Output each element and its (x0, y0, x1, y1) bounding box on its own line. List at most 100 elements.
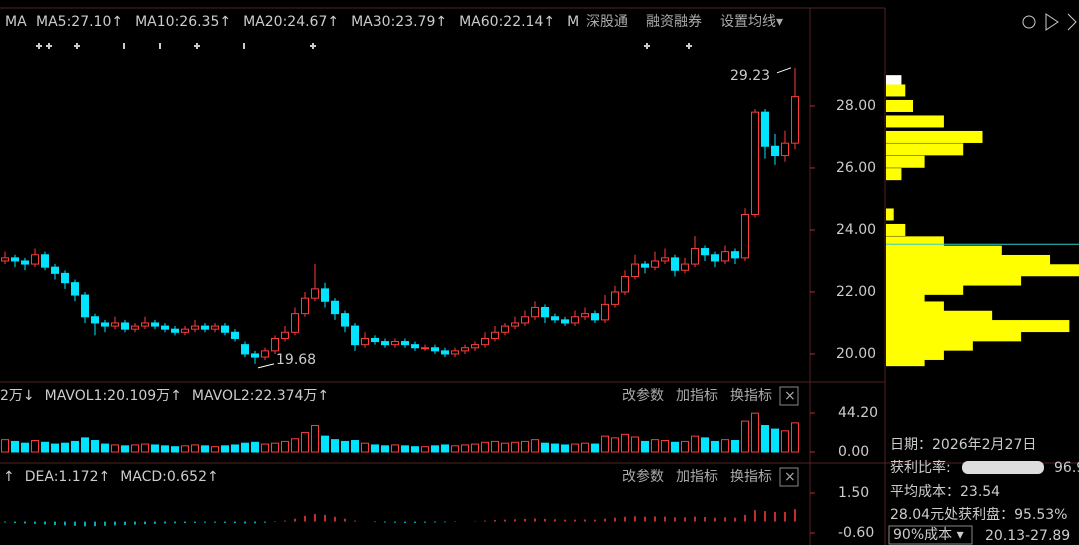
volume-bar (141, 443, 149, 453)
candle-body (651, 260, 659, 268)
volume-bar (231, 444, 239, 453)
volume-bar (701, 437, 709, 453)
volume-bar (561, 444, 569, 453)
volume-bar (261, 443, 269, 453)
toolbar-button[interactable]: 设置均线▾ (720, 14, 783, 30)
candle-body (631, 263, 639, 277)
chip-bar (886, 75, 902, 88)
panel-button[interactable]: 换指标 (730, 468, 772, 485)
volume-bar (331, 439, 339, 453)
volume-bar (601, 435, 609, 453)
volume-bar (251, 441, 259, 453)
candle-body (581, 313, 589, 318)
candle-body (701, 248, 709, 256)
toolbar-button[interactable]: 融资融券 (646, 14, 702, 30)
chip-bar (886, 223, 906, 236)
volume-bar (661, 440, 669, 453)
event-icons (36, 43, 692, 49)
volume-bar (521, 440, 529, 453)
volume-bar (171, 446, 179, 453)
profit-bar (962, 461, 1044, 474)
candle-body (641, 263, 649, 268)
panel-button[interactable]: 换指标 (730, 387, 772, 404)
candle-body (451, 350, 459, 355)
candle-body (751, 111, 759, 215)
candle-body (281, 331, 289, 339)
volume-bar (681, 440, 689, 453)
volume-bar (221, 445, 229, 453)
ma-value: MA5:27.10↑ (36, 14, 123, 30)
y-tick-label: 22.00 (836, 284, 876, 300)
panel-button[interactable]: 改参数 (622, 387, 664, 404)
volume-bar (581, 442, 589, 453)
candle-body (41, 254, 49, 268)
candle-body (661, 257, 669, 262)
candle-body (571, 316, 579, 324)
candle-body (321, 288, 329, 302)
candle-body (431, 347, 439, 352)
ma-value: MA10:26.35↑ (135, 14, 231, 30)
candle-body (231, 331, 239, 339)
panel-button[interactable]: × (784, 469, 796, 485)
chip-bar (886, 292, 925, 305)
low-label: 19.68 (276, 352, 316, 368)
volume-bar (121, 445, 129, 453)
volume-bar (61, 442, 69, 453)
panel-button[interactable]: 加指标 (676, 388, 718, 404)
candle-body (291, 313, 299, 333)
close-box (779, 467, 799, 487)
candle-body (71, 282, 79, 296)
info-profit-at: 28.04元处获利盘：95.53% (890, 506, 1067, 523)
candle-body (351, 325, 359, 346)
chip-bar (886, 329, 1022, 342)
ma-value: MA20:24.67↑ (243, 14, 339, 30)
volume-bar (631, 436, 639, 453)
candle-body (131, 325, 139, 330)
panel-button[interactable]: 加指标 (676, 469, 718, 485)
ma-value: MA30:23.79↑ (351, 14, 447, 30)
volume-bar (671, 441, 679, 453)
volume-bar (571, 443, 579, 453)
candle-body (121, 322, 129, 330)
volume-bar (111, 444, 119, 453)
volume-bar (711, 440, 719, 453)
candle-body (361, 337, 369, 346)
candle-body (141, 322, 149, 327)
panel-button[interactable]: 改参数 (622, 468, 664, 485)
volume-bar (721, 439, 729, 453)
candle-body (521, 316, 529, 324)
chip-bar (886, 208, 894, 221)
candle-body (81, 294, 89, 318)
candle-body (591, 313, 599, 321)
chip-bar (886, 155, 925, 168)
volume-bar (481, 441, 489, 453)
volume-bar (51, 443, 59, 453)
candle-body (341, 313, 349, 327)
y-tick-label: 26.00 (836, 160, 876, 176)
chip-bar (886, 84, 906, 97)
toolbar-button[interactable]: 深股通 (586, 14, 628, 30)
y-tick-label: 1.50 (838, 485, 869, 501)
panel-button[interactable]: × (784, 388, 796, 404)
y-tick-label: 44.20 (838, 405, 878, 421)
candle-body (271, 337, 279, 352)
cost-select-box[interactable] (888, 525, 973, 545)
candle-body (771, 145, 779, 157)
volume-bar (361, 442, 369, 453)
volume-bar (31, 440, 39, 453)
volume-bar (551, 443, 559, 453)
cost-select[interactable]: 90%成本 ▾ (893, 527, 964, 543)
candle-body (161, 325, 169, 330)
indicator-value: ↑ (3, 469, 15, 485)
volume-bar (761, 425, 769, 453)
indicator-value: MAVOL1:20.109万↑ (45, 388, 182, 404)
candle-body (61, 272, 69, 284)
volume-bar (21, 442, 29, 453)
volume-bar (411, 446, 419, 453)
volume-bar (381, 445, 389, 453)
candle-body (441, 350, 449, 355)
volume-bar (751, 412, 759, 453)
candle-body (511, 322, 519, 327)
volume-bar (491, 440, 499, 453)
candle-body (1, 257, 9, 262)
